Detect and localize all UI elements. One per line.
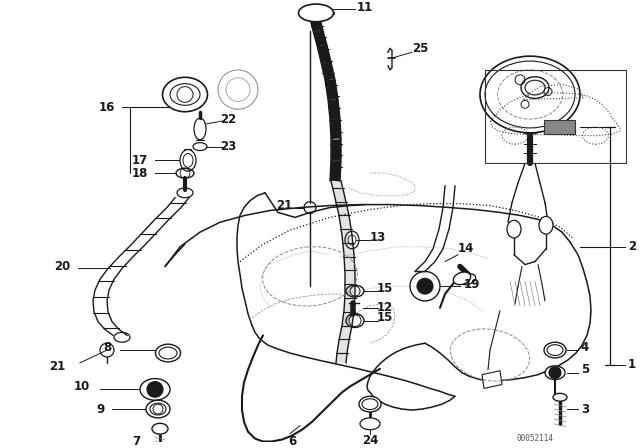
Text: 6: 6 <box>288 435 296 448</box>
Ellipse shape <box>163 78 207 112</box>
Text: 21: 21 <box>276 199 292 212</box>
Text: 19: 19 <box>464 278 480 291</box>
Circle shape <box>417 278 433 294</box>
Ellipse shape <box>359 396 381 412</box>
Circle shape <box>549 367 561 379</box>
Text: 9: 9 <box>97 403 105 416</box>
Ellipse shape <box>460 274 476 284</box>
Ellipse shape <box>146 400 170 418</box>
Text: 23: 23 <box>220 140 236 153</box>
Ellipse shape <box>453 272 470 284</box>
Ellipse shape <box>360 418 380 430</box>
Ellipse shape <box>544 342 566 358</box>
Text: 16: 16 <box>99 101 115 114</box>
Text: 12: 12 <box>377 302 393 314</box>
Text: 1: 1 <box>628 358 636 371</box>
Text: 11: 11 <box>357 1 373 14</box>
Text: 25: 25 <box>412 42 428 55</box>
Ellipse shape <box>140 379 170 400</box>
Ellipse shape <box>553 393 567 401</box>
Ellipse shape <box>298 4 333 22</box>
Text: 21: 21 <box>49 360 65 373</box>
Text: 22: 22 <box>220 112 236 125</box>
Ellipse shape <box>545 366 565 379</box>
Text: 18: 18 <box>132 167 148 180</box>
Text: 15: 15 <box>377 311 393 324</box>
Text: 8: 8 <box>104 340 112 353</box>
Text: 13: 13 <box>370 231 386 244</box>
Text: 15: 15 <box>377 282 393 295</box>
Ellipse shape <box>507 220 521 238</box>
Ellipse shape <box>180 150 196 171</box>
Ellipse shape <box>156 344 180 362</box>
Text: 17: 17 <box>132 154 148 167</box>
Text: 24: 24 <box>362 434 378 447</box>
Text: 3: 3 <box>581 403 589 416</box>
Text: 20: 20 <box>54 260 70 273</box>
Ellipse shape <box>152 423 168 434</box>
Circle shape <box>421 282 429 290</box>
Text: 5: 5 <box>581 363 589 376</box>
Ellipse shape <box>539 216 553 234</box>
Polygon shape <box>482 371 502 388</box>
Text: 10: 10 <box>74 380 90 393</box>
Text: 4: 4 <box>581 340 589 353</box>
Text: 2: 2 <box>628 241 636 254</box>
Text: 00052114: 00052114 <box>516 434 554 443</box>
Ellipse shape <box>521 77 549 99</box>
Ellipse shape <box>480 56 580 133</box>
Text: 14: 14 <box>458 242 474 255</box>
Text: 7: 7 <box>132 435 140 448</box>
Circle shape <box>147 382 163 397</box>
